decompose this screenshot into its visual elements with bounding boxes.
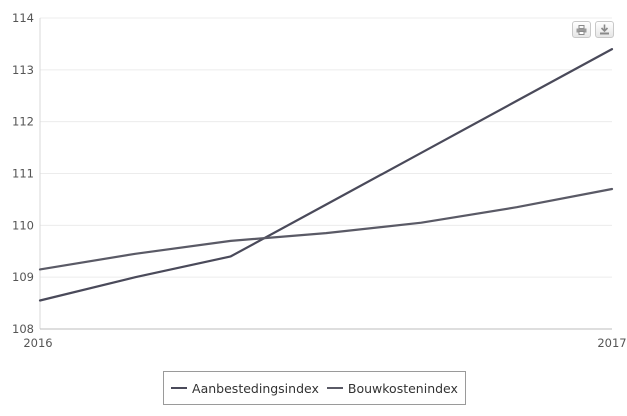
- chart-toolbar: [572, 21, 614, 38]
- grid-layer: [40, 17, 612, 278]
- printer-icon: [576, 24, 587, 35]
- download-icon: [600, 24, 609, 35]
- series-layer: [38, 47, 614, 302]
- chart-legend: Aanbestedingsindex Bouwkostenindex: [163, 371, 466, 405]
- x-tick-label: 2016: [23, 336, 52, 350]
- legend-label-bouwkostenindex: Bouwkostenindex: [347, 380, 458, 396]
- y-tick-label: 114: [12, 11, 34, 25]
- series-line-bouwkostenindex: [38, 187, 614, 271]
- y-tick-label: 110: [12, 218, 34, 232]
- y-tick-label: 109: [12, 270, 34, 284]
- y-tick-label: 112: [12, 115, 34, 129]
- download-button[interactable]: [595, 21, 614, 38]
- legend-item-aanbestedingsindex[interactable]: Aanbestedingsindex: [171, 381, 319, 396]
- axis-layer: [39, 18, 612, 330]
- legend-swatch-bouwkostenindex: [326, 387, 343, 389]
- legend-item-bouwkostenindex[interactable]: Bouwkostenindex: [326, 380, 458, 396]
- y-tick-label: 113: [12, 63, 34, 77]
- series-line-aanbestedingsindex: [38, 47, 614, 302]
- legend-label-aanbestedingsindex: Aanbestedingsindex: [192, 380, 319, 396]
- y-tick-label: 111: [12, 167, 34, 181]
- label-layer: 108 109 110 111 112 113 114 2016 2017: [12, 11, 627, 350]
- x-tick-label: 2017: [597, 336, 626, 350]
- y-tick-label: 108: [12, 322, 34, 336]
- print-button[interactable]: [572, 21, 591, 38]
- legend-swatch-aanbestedingsindex: [171, 387, 188, 389]
